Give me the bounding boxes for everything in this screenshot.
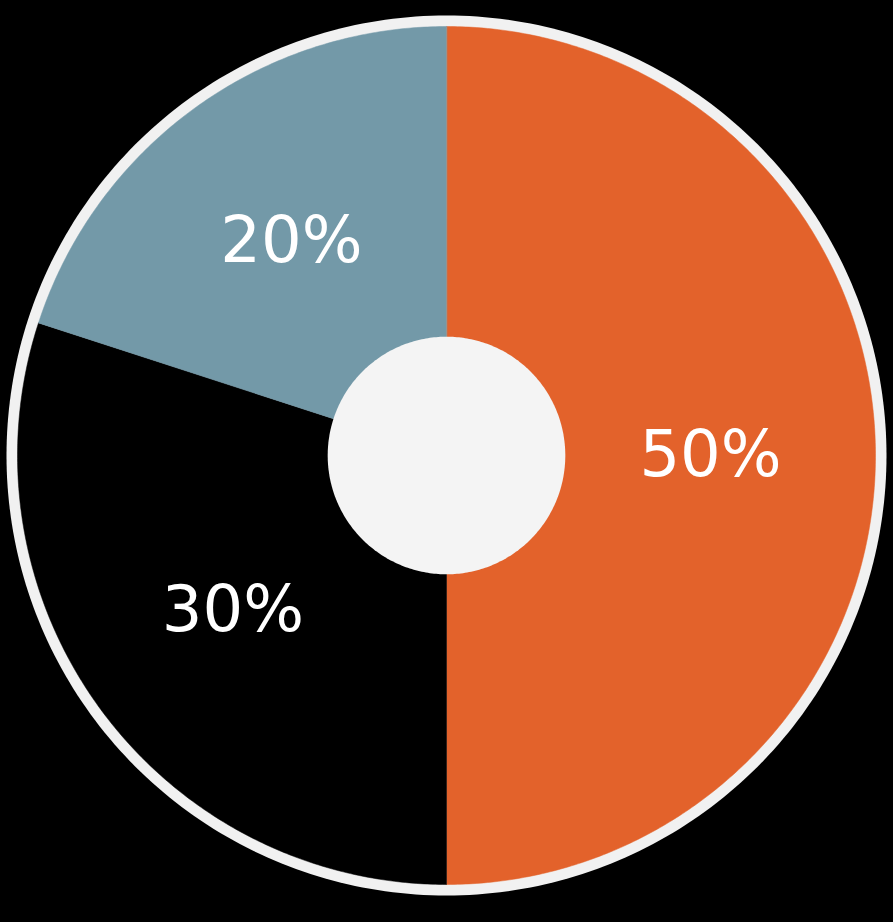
svg-text:30%: 30% — [162, 572, 304, 646]
svg-text:50%: 50% — [639, 417, 781, 491]
svg-text:20%: 20% — [220, 203, 362, 277]
